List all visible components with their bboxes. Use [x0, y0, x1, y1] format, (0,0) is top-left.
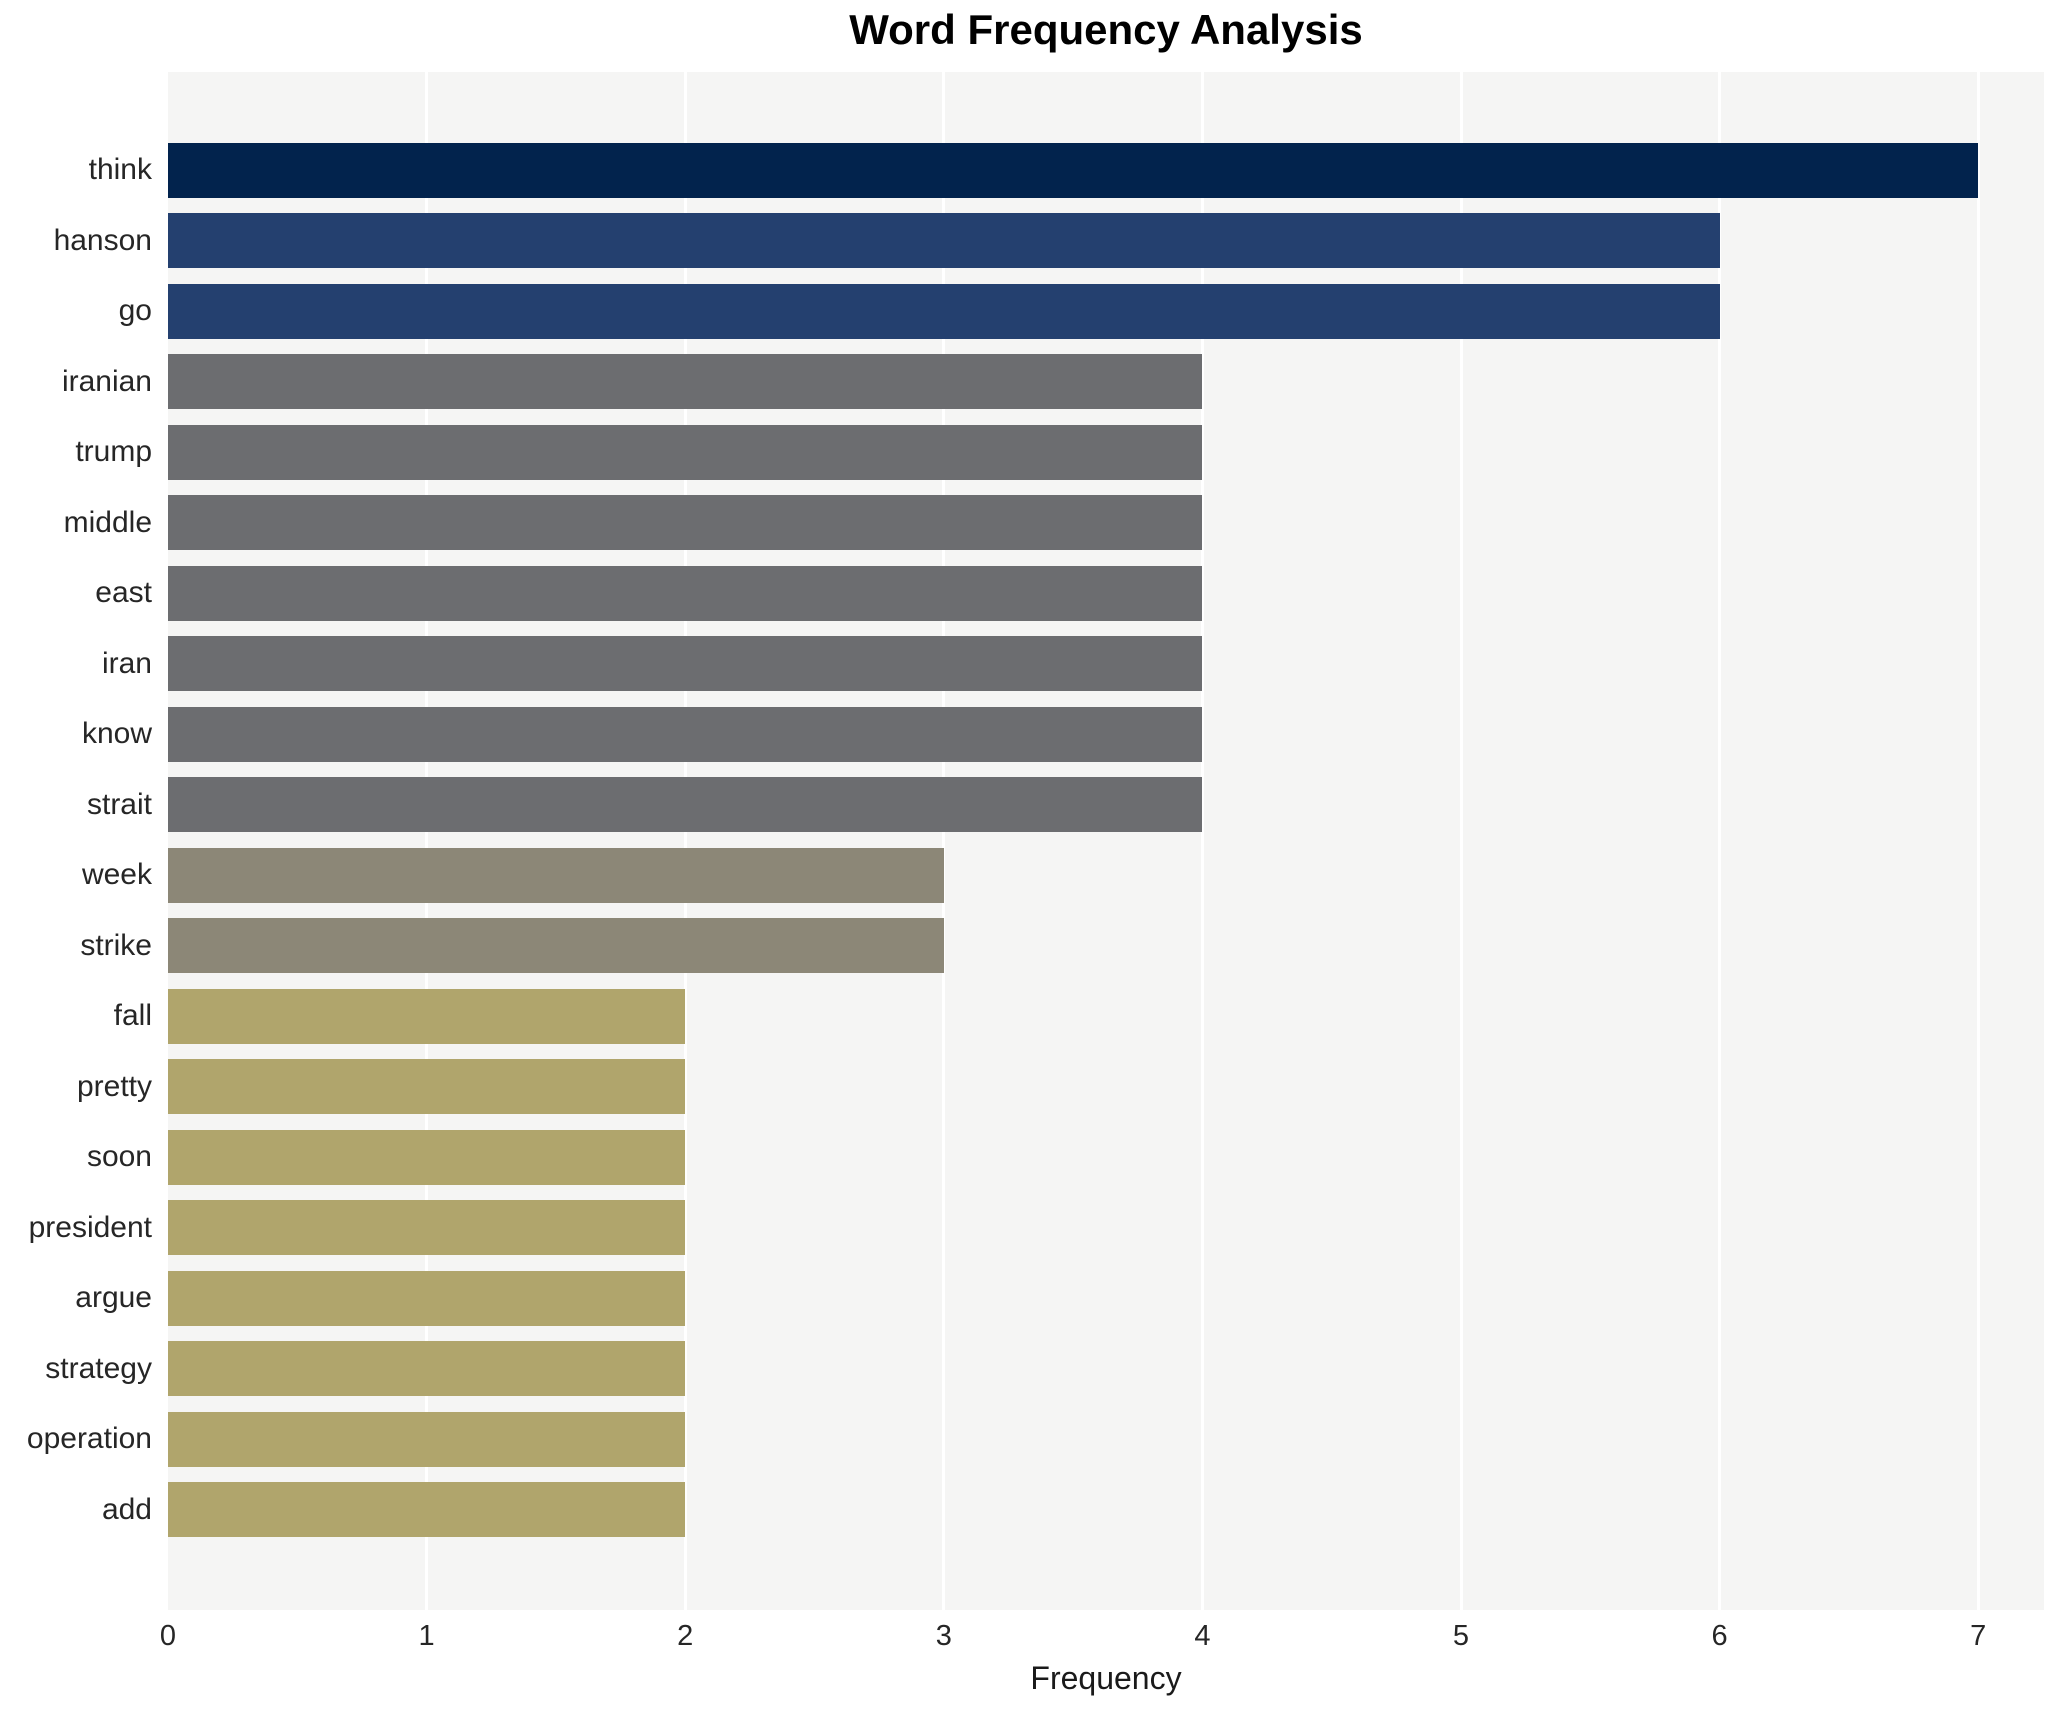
x-tick-label-3: 3 — [935, 1620, 952, 1652]
gridline-x-2 — [683, 72, 687, 1610]
bar-week — [168, 847, 944, 903]
bar-middle — [168, 495, 1203, 550]
bar-know — [168, 706, 1203, 762]
y-tick-label-add: add — [101, 1492, 152, 1526]
bar-think — [168, 142, 1979, 198]
x-tick-label-6: 6 — [1711, 1620, 1728, 1652]
x-tick-label-5: 5 — [1452, 1620, 1470, 1652]
gridline-x-4 — [1200, 72, 1204, 1610]
plot-area — [168, 72, 2044, 1610]
bar-strategy — [168, 1341, 686, 1396]
bar-iranian — [168, 354, 1203, 409]
gridline-x-5 — [1459, 72, 1463, 1610]
bar-trump — [168, 424, 1203, 480]
bar-argue — [168, 1270, 686, 1326]
y-tick-label-president: president — [28, 1210, 152, 1244]
y-tick-label-hanson: hanson — [53, 223, 152, 257]
y-tick-label-soon: soon — [86, 1140, 152, 1173]
y-tick-label-strait: strait — [86, 787, 152, 821]
x-tick-label-7: 7 — [1970, 1620, 1987, 1652]
y-tick-label-go: go — [118, 294, 152, 327]
y-tick-label-fall: fall — [113, 999, 152, 1032]
y-tick-label-middle: middle — [63, 505, 152, 539]
x-tick-label-2: 2 — [677, 1620, 694, 1652]
y-tick-label-strike: strike — [80, 928, 152, 962]
y-tick-label-iranian: iranian — [61, 364, 152, 398]
y-tick-label-east: east — [95, 576, 152, 609]
x-tick-label-0: 0 — [159, 1620, 177, 1652]
bar-hanson — [168, 213, 1720, 268]
y-tick-label-strategy: strategy — [45, 1351, 152, 1385]
bar-east — [168, 565, 1203, 621]
y-tick-label-operation: operation — [26, 1422, 152, 1455]
x-axis-label: Frequency — [1030, 1660, 1182, 1696]
y-tick-label-trump: trump — [75, 435, 152, 468]
bar-pretty — [168, 1059, 686, 1114]
bar-strike — [168, 918, 944, 973]
x-tick-label-4: 4 — [1194, 1620, 1211, 1652]
bar-go — [168, 283, 1720, 339]
y-tick-label-week: week — [81, 858, 152, 891]
bar-soon — [168, 1129, 686, 1185]
y-tick-label-think: think — [88, 153, 152, 186]
gridline-x-3 — [942, 72, 946, 1610]
y-tick-label-argue: argue — [75, 1281, 152, 1314]
bar-fall — [168, 988, 686, 1044]
bar-iran — [168, 636, 1203, 691]
gridline-x-6 — [1718, 72, 1722, 1610]
y-tick-label-know: know — [81, 717, 152, 750]
y-tick-label-iran: iran — [101, 646, 152, 680]
bar-president — [168, 1200, 686, 1255]
x-tick-label-1: 1 — [418, 1620, 435, 1652]
bar-strait — [168, 777, 1203, 832]
y-tick-label-pretty: pretty — [76, 1069, 152, 1103]
gridline-x-1 — [425, 72, 429, 1610]
bar-add — [168, 1482, 686, 1537]
bar-operation — [168, 1411, 686, 1467]
gridline-x-7 — [1976, 72, 1980, 1610]
chart-title: Word Frequency Analysis — [849, 6, 1363, 53]
